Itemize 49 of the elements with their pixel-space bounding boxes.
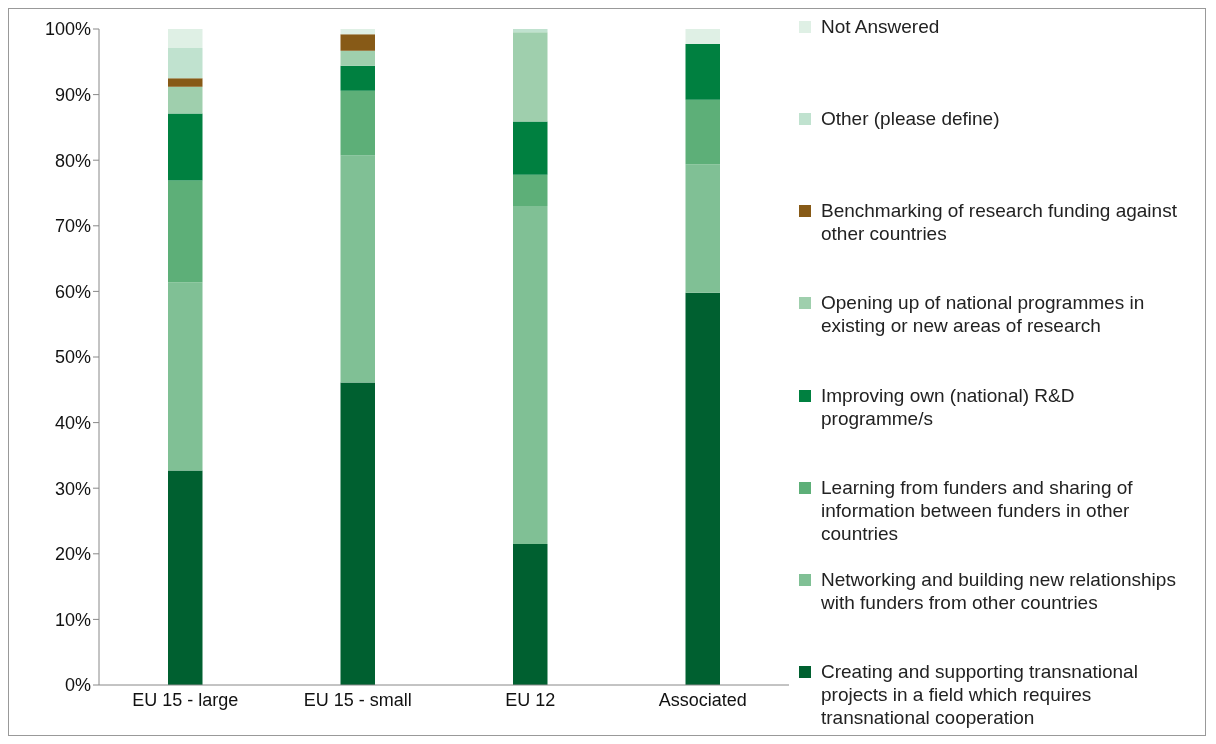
bar	[340, 29, 375, 35]
y-tick-label: 70%	[54, 216, 91, 237]
x-tick-label: Associated	[658, 689, 747, 710]
bar	[513, 29, 548, 33]
bar	[168, 180, 203, 283]
bar	[168, 48, 203, 79]
bar	[168, 86, 203, 114]
y-tick-label: 50%	[54, 347, 91, 368]
bar	[340, 90, 375, 156]
bar	[340, 155, 375, 383]
bar	[340, 65, 375, 91]
y-tick-label: 10%	[54, 609, 91, 630]
x-tick-label: EU 12	[505, 689, 556, 710]
bar	[513, 174, 548, 207]
bar	[168, 282, 203, 471]
y-tick-label: 20%	[54, 544, 91, 565]
y-tick-label: 100%	[44, 19, 91, 40]
legend-label: Other (please define)	[821, 107, 1000, 131]
legend-label: Not Answered	[821, 15, 940, 38]
bar	[340, 382, 375, 685]
bar	[168, 29, 203, 49]
bar	[513, 206, 548, 544]
y-tick-label: 0%	[64, 675, 91, 696]
bar	[513, 32, 548, 122]
legend-label: Creating and supporting transnational projects in a field which requires transnational cooperation	[821, 660, 1139, 729]
y-tick-label: 30%	[54, 478, 91, 499]
legend-label: Improving own (national) R&D programme/s	[821, 383, 1076, 430]
y-tick-label: 80%	[54, 150, 91, 171]
bar	[168, 113, 203, 181]
bar	[685, 99, 720, 165]
legend-label: Learning from funders and sharing of information between funders in other countries	[821, 475, 1134, 545]
y-tick-label: 40%	[54, 412, 91, 433]
bar	[168, 470, 203, 685]
bar	[513, 543, 548, 685]
bar	[685, 29, 720, 45]
legend-label: Networking and building new relationships with funders from other countries	[821, 567, 1177, 614]
x-tick-label: EU 15 - small	[303, 689, 412, 710]
y-tick-label: 90%	[54, 84, 91, 105]
bar	[340, 34, 375, 51]
bar	[513, 121, 548, 175]
legend-label: Opening up of national programmes in existing or new areas of research	[821, 291, 1146, 338]
x-tick-label: EU 15 - large	[132, 689, 239, 710]
bar	[685, 164, 720, 293]
bar	[168, 78, 203, 87]
legend-label: Benchmarking of research funding against other countries	[821, 199, 1178, 246]
bar	[340, 50, 375, 66]
bar	[685, 44, 720, 100]
bar	[685, 292, 720, 685]
y-tick-label: 60%	[54, 281, 91, 302]
